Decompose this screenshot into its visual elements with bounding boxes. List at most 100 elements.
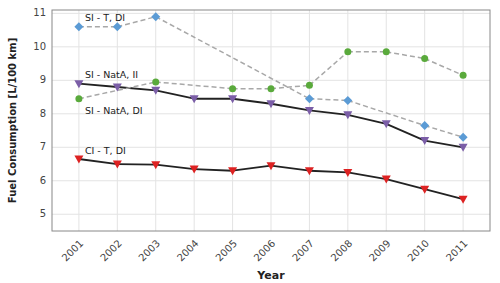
line-segment <box>348 115 386 124</box>
line-segment <box>271 166 309 171</box>
y-tick-label: 7 <box>40 141 46 152</box>
markers <box>74 12 467 203</box>
point <box>151 12 160 21</box>
y-axis-label: Fuel Consumption [L/100 km] <box>7 38 18 203</box>
point <box>151 161 160 169</box>
y-tick-label: 10 <box>33 41 46 52</box>
point <box>113 84 122 92</box>
point <box>152 78 159 85</box>
y-tick-label: 6 <box>40 175 46 186</box>
line-segment <box>309 171 347 173</box>
line-segment <box>79 26 117 28</box>
point <box>420 121 429 130</box>
grid <box>52 10 490 231</box>
series-label: SI - NatA, DI <box>85 105 143 116</box>
line-segment <box>386 124 424 141</box>
line-segment <box>79 159 117 164</box>
point <box>459 144 468 152</box>
x-grid-line <box>232 10 233 231</box>
point <box>74 156 83 164</box>
point <box>190 95 199 103</box>
line-segment <box>386 52 424 59</box>
line-segment <box>425 141 463 148</box>
point <box>268 85 275 92</box>
x-tick-label: 2002 <box>98 238 124 264</box>
series-label: CI - T, DI <box>85 145 126 156</box>
point <box>343 169 352 177</box>
x-tick-label: 2003 <box>136 238 162 264</box>
line-segment <box>194 98 232 100</box>
x-axis-label: Year <box>256 269 285 282</box>
point <box>459 133 468 142</box>
line-segment <box>233 166 271 171</box>
line-segment <box>271 85 309 88</box>
point <box>459 196 468 204</box>
point <box>228 95 237 103</box>
point <box>460 72 467 79</box>
point <box>267 100 276 108</box>
data <box>74 12 467 203</box>
line-segment <box>233 88 271 90</box>
x-tick-label: 2001 <box>60 238 86 264</box>
line-segment <box>156 82 233 89</box>
point <box>343 111 352 119</box>
line-segment <box>79 82 156 99</box>
point <box>383 48 390 55</box>
x-tick-label: 2010 <box>405 238 431 264</box>
line-segment <box>156 17 310 99</box>
line-segment <box>79 84 117 87</box>
x-grid-line <box>309 10 310 231</box>
point <box>306 82 313 89</box>
line-segment <box>425 189 463 199</box>
point <box>382 176 391 184</box>
x-grid-line <box>194 10 195 231</box>
point <box>420 137 429 145</box>
point <box>228 167 237 175</box>
x-grid-line <box>155 10 156 231</box>
point <box>267 162 276 170</box>
line-segment <box>233 99 271 104</box>
line-segment <box>117 87 155 90</box>
point <box>75 95 82 102</box>
plot-frame <box>52 10 490 231</box>
line-segment <box>309 52 347 85</box>
series-labels: SI - T, DI SI - NatA, II SI - NatA, DI CI -… <box>85 12 143 155</box>
y-tick-label: 9 <box>40 74 46 85</box>
line-segment <box>309 99 347 101</box>
x-tick-label: 2007 <box>290 238 316 264</box>
line-segment <box>117 163 155 165</box>
point <box>190 166 199 174</box>
line-segment <box>386 179 424 189</box>
x-grid-line <box>424 10 425 231</box>
point <box>343 96 352 105</box>
point <box>305 107 314 115</box>
line-segment <box>425 126 463 138</box>
series-label: SI - T, DI <box>85 12 125 23</box>
point <box>382 120 391 128</box>
x-grid-line <box>117 10 118 231</box>
point <box>113 22 122 31</box>
y-tick-label: 8 <box>40 108 46 119</box>
point <box>229 85 236 92</box>
line-segment <box>425 59 463 76</box>
line-segment <box>156 90 194 98</box>
line-segment <box>348 172 386 179</box>
x-tick-label: 2004 <box>175 238 201 264</box>
point <box>344 48 351 55</box>
x-grid-line <box>78 10 79 231</box>
line-segment <box>271 104 309 111</box>
plot-background <box>52 10 490 231</box>
x-grid-line <box>347 10 348 231</box>
series-label: SI - NatA, II <box>85 69 138 80</box>
point <box>420 186 429 194</box>
x-grid-line <box>271 10 272 231</box>
point <box>305 94 314 103</box>
point <box>151 87 160 95</box>
point <box>74 80 83 88</box>
point <box>421 55 428 62</box>
line-segment <box>309 110 347 114</box>
x-tick-label: 2008 <box>329 238 355 264</box>
y-tick-label: 5 <box>40 208 46 219</box>
y-tick-label: 11 <box>33 7 46 18</box>
point <box>74 22 83 31</box>
